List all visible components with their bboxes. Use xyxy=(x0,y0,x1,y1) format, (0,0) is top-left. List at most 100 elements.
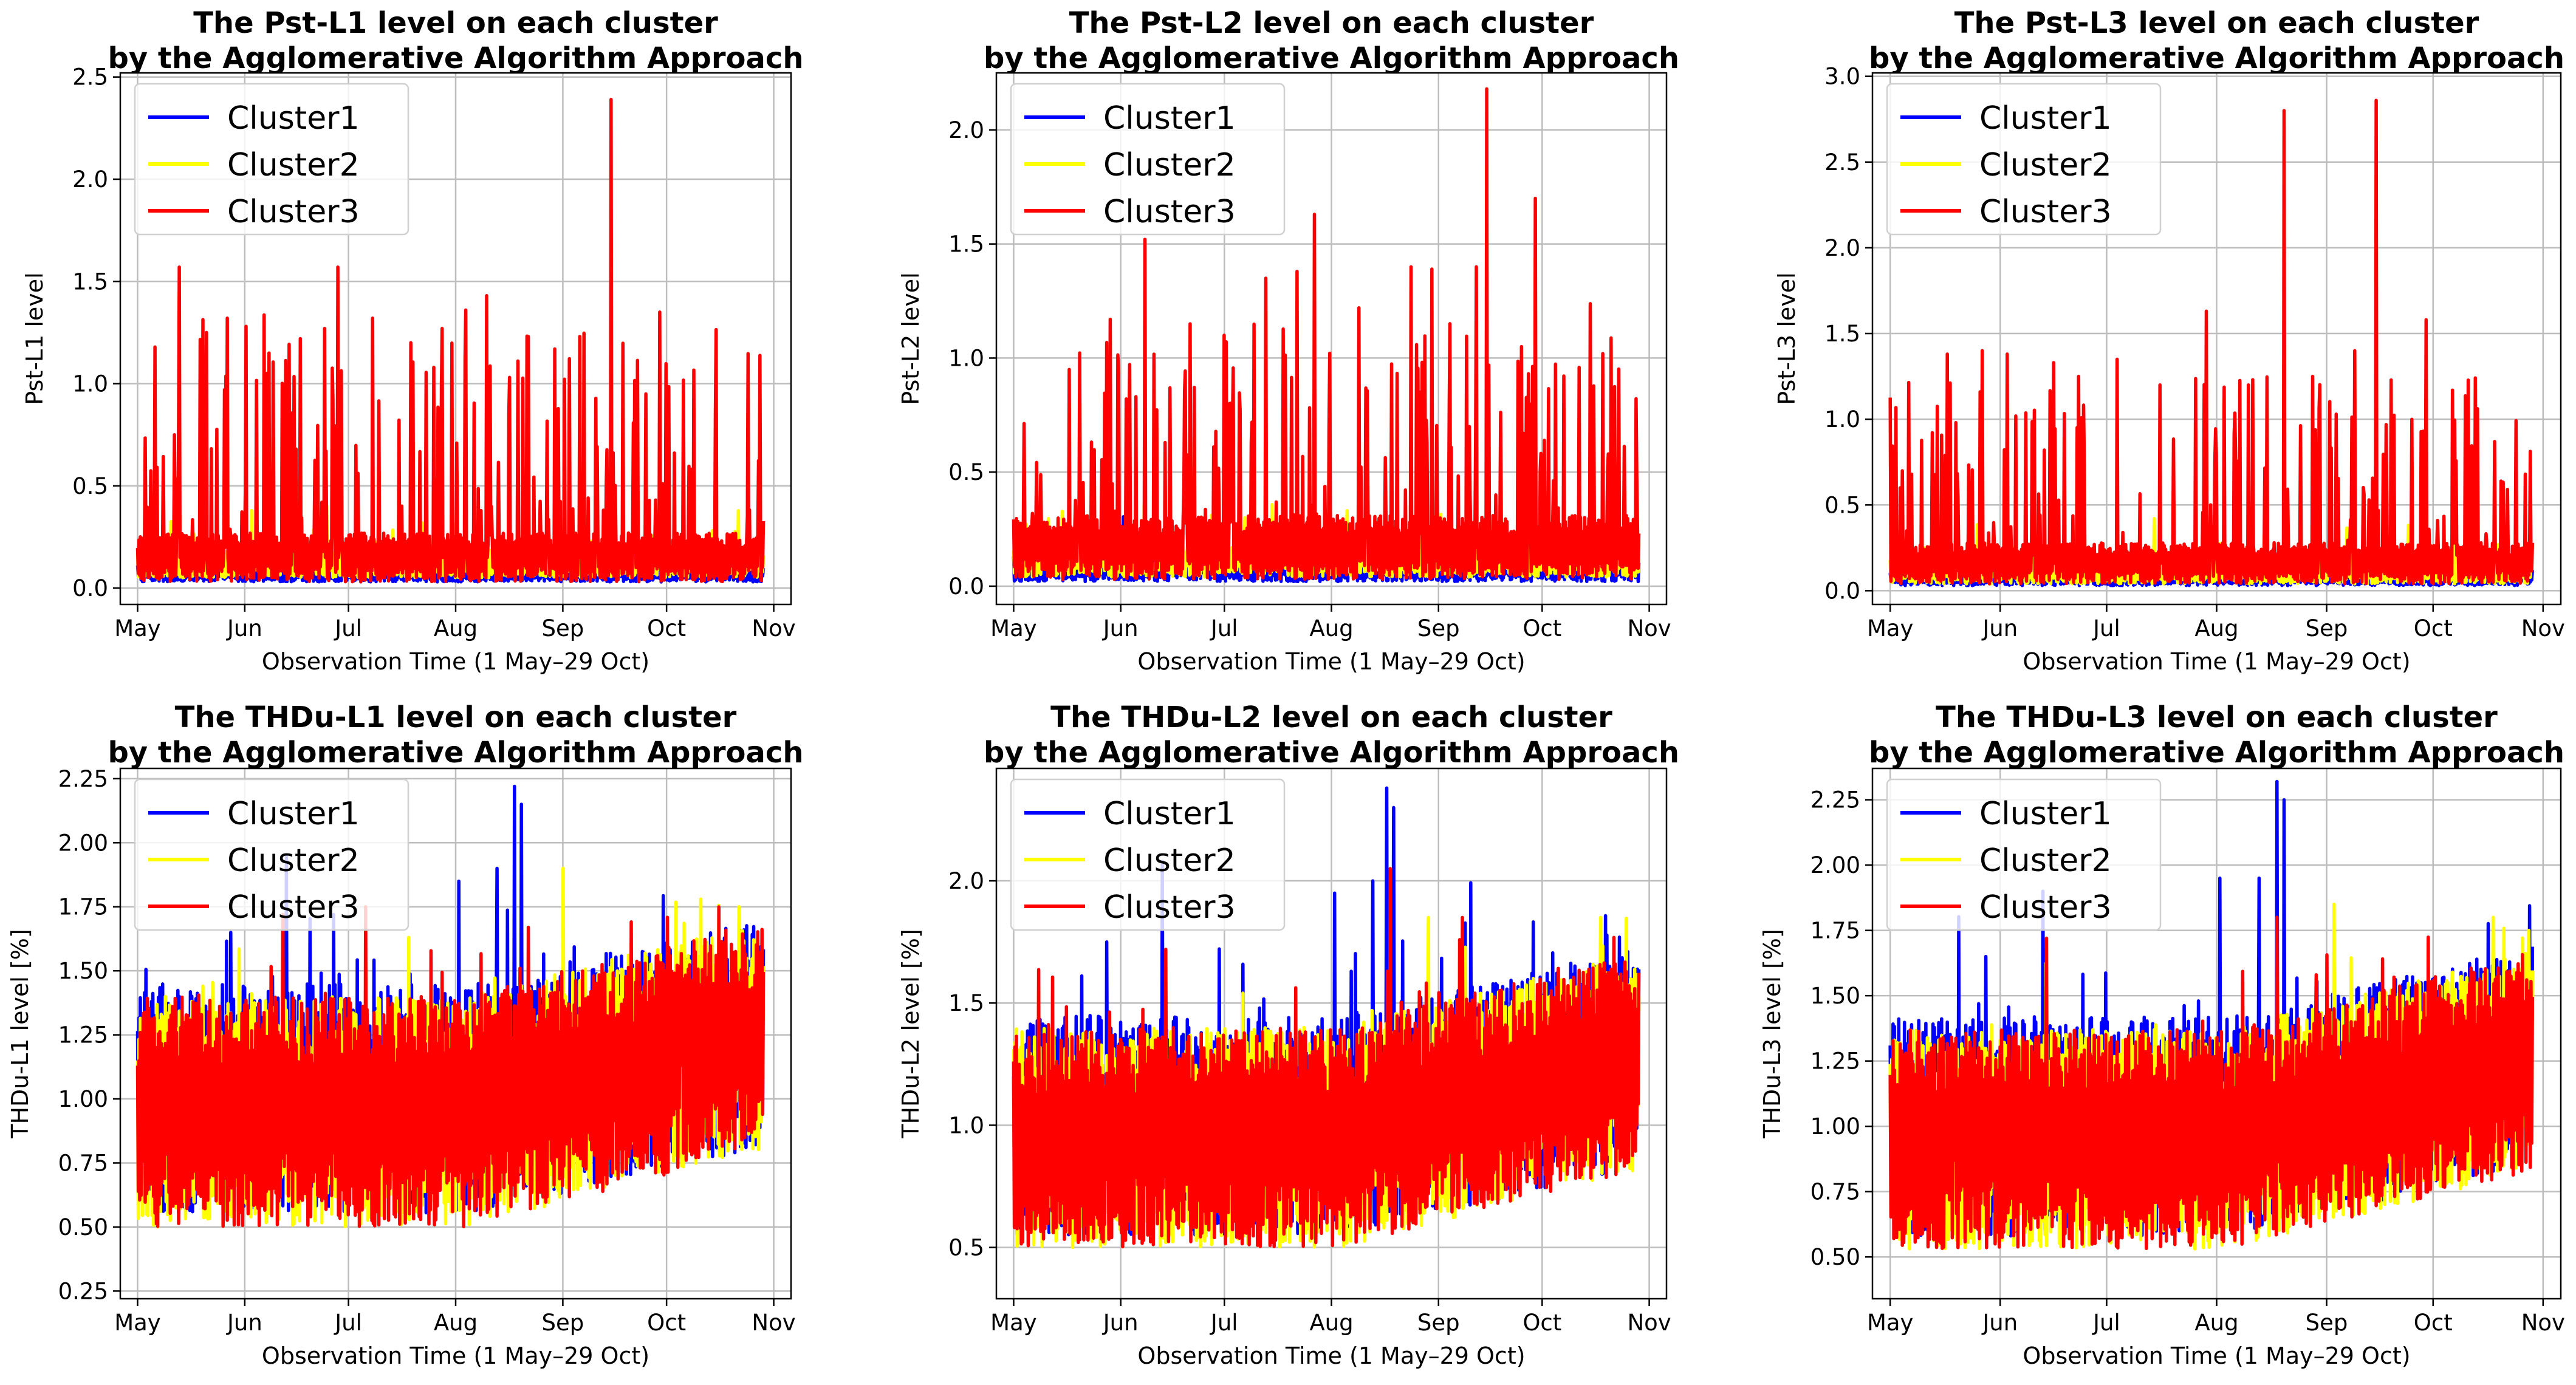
series-group xyxy=(135,784,766,1229)
chart-title: The THDu-L3 level on each cluster xyxy=(1936,700,2498,734)
legend-label: Cluster3 xyxy=(1103,194,1236,230)
legend-label: Cluster3 xyxy=(1979,889,2112,926)
series-group xyxy=(1012,786,1641,1250)
y-tick-label: 2.25 xyxy=(1810,787,1860,813)
legend-box xyxy=(1886,778,2162,931)
legend-label: Cluster3 xyxy=(1979,194,2112,230)
y-tick-label: 0.75 xyxy=(58,1150,108,1176)
series-group xyxy=(1012,87,1641,584)
y-tick-label: 2.5 xyxy=(1824,149,1860,176)
y-tick-label: 0.5 xyxy=(72,473,108,499)
x-tick-label: Nov xyxy=(1627,1310,1671,1336)
legend-label: Cluster1 xyxy=(1979,100,2112,137)
legend: Cluster1 Cluster2 Cluster3 xyxy=(1010,778,1286,931)
series-line-cluster3 xyxy=(135,905,766,1229)
y-tick-label: 1.25 xyxy=(1810,1048,1860,1075)
x-tick-label: Aug xyxy=(2194,615,2238,641)
legend-box xyxy=(134,83,409,236)
x-tick-label: Oct xyxy=(2414,1310,2453,1336)
x-axis-label: Observation Time (1 May–29 Oct) xyxy=(1137,1342,1525,1369)
y-tick-label: 1.5 xyxy=(948,231,984,258)
y-tick-label: 1.25 xyxy=(58,1022,108,1048)
legend-label: Cluster2 xyxy=(1103,147,1236,183)
legend: Cluster1 Cluster2 Cluster3 xyxy=(134,83,409,236)
y-tick-label: 1.00 xyxy=(1810,1113,1860,1140)
chart-subtitle: by the Agglomerative Algorithm Approach xyxy=(1869,736,2564,770)
chart-title: The Pst-L3 level on each cluster xyxy=(1954,6,2479,40)
x-tick-label: Sep xyxy=(2306,1310,2348,1336)
x-tick-label: Sep xyxy=(542,1310,584,1336)
chart-subtitle: by the Agglomerative Algorithm Approach xyxy=(984,41,1679,75)
series-group xyxy=(1888,779,2535,1251)
series-group xyxy=(135,97,766,584)
x-tick-label: Jul xyxy=(334,1310,362,1336)
chart-title: The Pst-L2 level on each cluster xyxy=(1069,6,1594,40)
x-axis-label: Observation Time (1 May–29 Oct) xyxy=(2023,1342,2410,1369)
legend: Cluster1 Cluster2 Cluster3 xyxy=(1886,778,2162,931)
series-line-cluster3 xyxy=(1012,867,1641,1249)
y-tick-label: 1.0 xyxy=(948,1112,984,1138)
y-tick-label: 0.75 xyxy=(1810,1179,1860,1205)
y-tick-label: 0.25 xyxy=(58,1278,108,1304)
legend-label: Cluster2 xyxy=(227,147,360,183)
x-tick-label: Nov xyxy=(2521,615,2565,641)
x-tick-label: Jul xyxy=(2092,615,2120,641)
y-tick-label: 2.00 xyxy=(1810,852,1860,878)
y-tick-label: 1.00 xyxy=(58,1086,108,1112)
chart-subtitle: by the Agglomerative Algorithm Approach xyxy=(984,736,1679,770)
x-tick-label: Jul xyxy=(1210,615,1238,641)
legend-label: Cluster1 xyxy=(227,796,360,832)
x-tick-label: Aug xyxy=(2194,1310,2238,1336)
y-tick-label: 2.5 xyxy=(72,64,108,91)
x-tick-label: Jul xyxy=(1210,1310,1238,1336)
series-line-cluster3 xyxy=(1012,87,1641,581)
y-tick-label: 3.0 xyxy=(1824,64,1860,90)
x-tick-label: Jun xyxy=(1981,1310,2018,1336)
x-tick-label: May xyxy=(990,1310,1037,1336)
y-tick-label: 2.0 xyxy=(72,166,108,193)
y-axis-label: Pst-L3 level xyxy=(1773,272,1800,405)
x-tick-label: Sep xyxy=(1417,1310,1460,1336)
legend: Cluster1 Cluster2 Cluster3 xyxy=(1010,83,1286,236)
series-group xyxy=(1888,98,2535,587)
x-axis-label: Observation Time (1 May–29 Oct) xyxy=(262,648,649,675)
x-tick-label: Jul xyxy=(334,615,362,641)
x-tick-label: Nov xyxy=(2521,1310,2565,1336)
axes-frame xyxy=(995,72,1668,606)
x-tick-label: Jun xyxy=(226,1310,262,1336)
legend: Cluster1 Cluster2 Cluster3 xyxy=(134,778,409,931)
chart-title: The THDu-L2 level on each cluster xyxy=(1050,700,1612,734)
y-tick-label: 2.25 xyxy=(58,766,108,792)
x-tick-label: May xyxy=(114,615,161,641)
x-tick-label: Nov xyxy=(1627,615,1671,641)
x-tick-label: Jun xyxy=(1102,1310,1139,1336)
axes-frame xyxy=(119,767,792,1300)
y-tick-label: 1.0 xyxy=(72,371,108,397)
y-axis-label: THDu-L3 level [%] xyxy=(1759,929,1786,1138)
y-tick-label: 0.5 xyxy=(948,1235,984,1261)
x-tick-label: Nov xyxy=(752,1310,795,1336)
legend-label: Cluster1 xyxy=(227,100,360,137)
y-tick-label: 1.0 xyxy=(948,345,984,371)
x-tick-label: Oct xyxy=(647,1310,686,1336)
legend-box xyxy=(134,778,409,931)
x-tick-label: Sep xyxy=(2306,615,2348,641)
legend-label: Cluster2 xyxy=(227,843,360,879)
chart-title: The THDu-L1 level on each cluster xyxy=(175,700,737,734)
legend-label: Cluster1 xyxy=(1103,796,1236,832)
axes-frame xyxy=(995,767,1668,1300)
x-tick-label: Nov xyxy=(752,615,795,641)
series-line-cluster3 xyxy=(135,97,766,584)
y-tick-label: 1.75 xyxy=(58,894,108,920)
series-line-cluster3 xyxy=(1888,98,2535,586)
legend-label: Cluster2 xyxy=(1979,147,2112,183)
x-tick-label: Jun xyxy=(226,615,262,641)
legend-label: Cluster2 xyxy=(1979,843,2112,879)
y-tick-label: 0.0 xyxy=(948,573,984,600)
x-tick-label: Jul xyxy=(2092,1310,2120,1336)
x-tick-label: May xyxy=(990,615,1037,641)
